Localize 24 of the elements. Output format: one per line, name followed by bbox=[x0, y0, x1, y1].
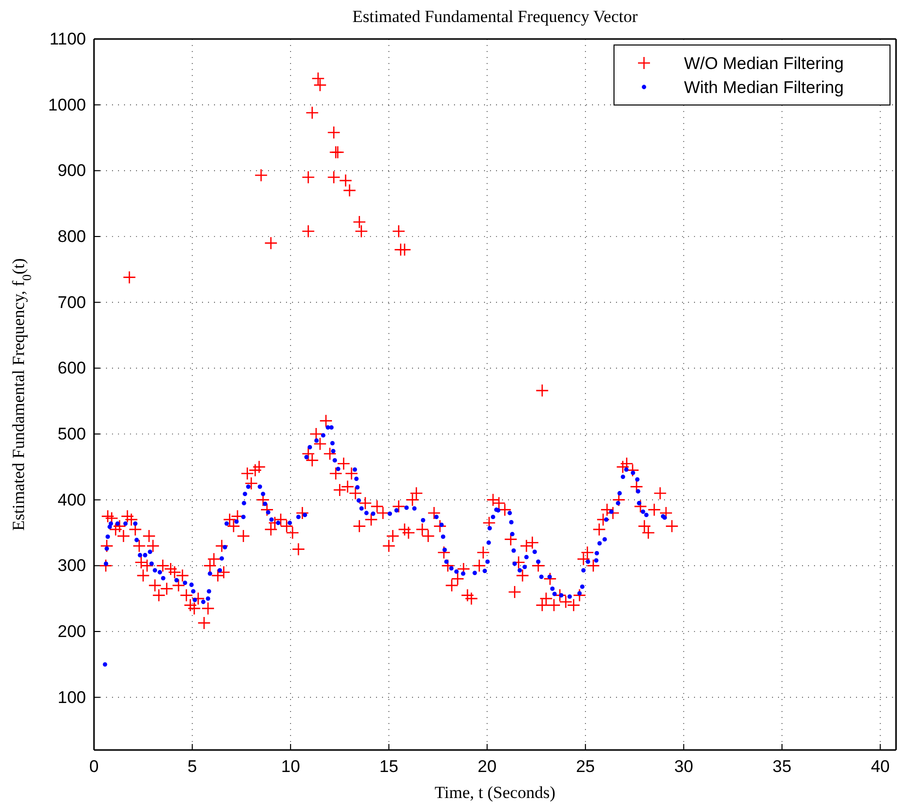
x-axis-title: Time, t (Seconds) bbox=[434, 783, 556, 802]
y-tick-label: 1000 bbox=[48, 95, 86, 114]
x-tick-label: 25 bbox=[576, 757, 595, 776]
y-tick-label: 800 bbox=[58, 226, 86, 246]
x-tick-label: 15 bbox=[379, 757, 398, 776]
x-tick-label: 35 bbox=[772, 757, 792, 776]
y-tick-label: 100 bbox=[58, 688, 86, 707]
x-tick-label: 10 bbox=[281, 757, 300, 776]
y-tick-label: 500 bbox=[58, 424, 86, 444]
y-tick-label: 600 bbox=[58, 358, 86, 378]
x-tick-label: 40 bbox=[870, 757, 890, 776]
y-tick-label: 400 bbox=[58, 490, 86, 510]
y-tick-label: 1100 bbox=[49, 29, 86, 48]
chart-title: Estimated Fundamental Frequency Vector bbox=[352, 7, 638, 26]
x-tick-label: 5 bbox=[188, 757, 198, 776]
legend-label: W/O Median Filtering bbox=[684, 54, 844, 73]
y-tick-label: 200 bbox=[58, 622, 86, 641]
x-tick-label: 30 bbox=[674, 757, 694, 776]
y-tick-label: 700 bbox=[58, 292, 86, 312]
y-tick-label: 300 bbox=[58, 556, 86, 576]
legend-label: With Median Filtering bbox=[684, 78, 844, 97]
x-tick-label: 20 bbox=[478, 757, 497, 776]
y-tick-label: 900 bbox=[58, 161, 86, 180]
x-tick-label: 0 bbox=[89, 757, 99, 776]
